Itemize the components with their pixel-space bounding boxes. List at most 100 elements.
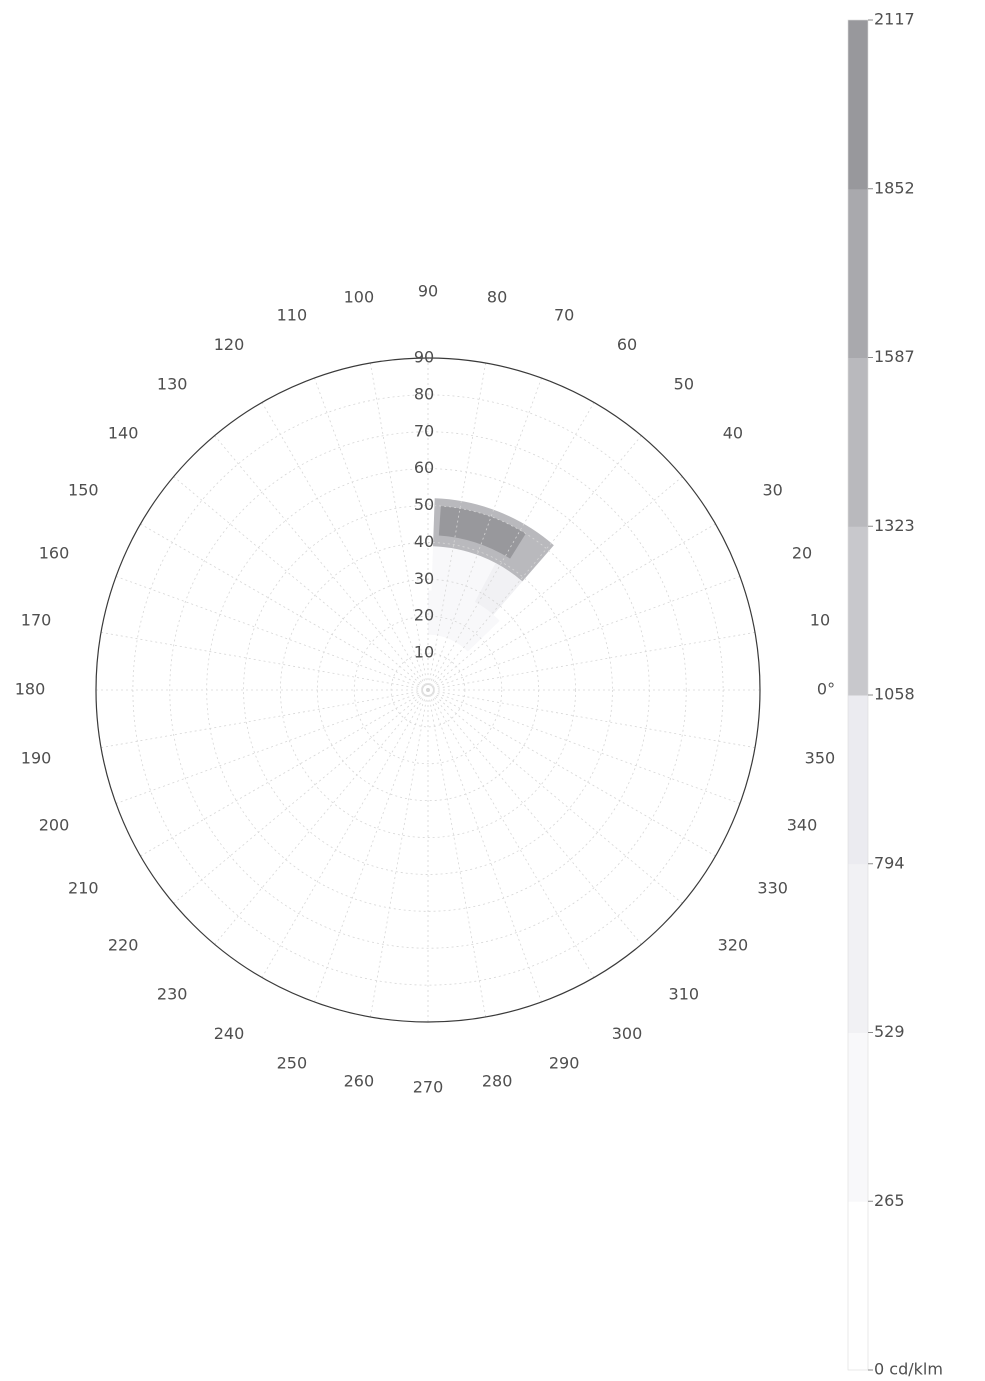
- angle-tick-label: 160: [39, 543, 70, 562]
- angle-tick-label: 70: [554, 306, 574, 325]
- angle-tick-label: 230: [157, 984, 188, 1003]
- angular-gridline: [100, 689, 429, 749]
- angle-tick-label: 340: [787, 816, 818, 835]
- angular-gridline: [427, 435, 642, 691]
- angular-gridline: [427, 377, 542, 691]
- angular-gridline: [369, 362, 429, 691]
- colorbar-tick-label: 1852: [874, 178, 915, 197]
- angular-gridline: [427, 362, 487, 691]
- angle-tick-label: 280: [482, 1071, 513, 1090]
- angle-tick-label: 20: [792, 543, 812, 562]
- radial-gridline: [280, 542, 576, 838]
- angular-gridline: [427, 523, 716, 691]
- angle-tick-label: 40: [723, 424, 743, 443]
- angular-gridline: [427, 476, 683, 691]
- angular-gridline: [261, 689, 429, 978]
- angle-tick-label: 260: [344, 1071, 375, 1090]
- polar-grid: [95, 357, 761, 1023]
- angle-tick-label: 170: [21, 610, 52, 629]
- angle-tick-label: 30: [762, 481, 782, 500]
- colorbar-tick-label: 2117: [874, 10, 915, 29]
- angular-gridline: [427, 689, 741, 804]
- angle-tick-label: 130: [157, 375, 188, 394]
- angular-gridline: [427, 689, 642, 945]
- angle-tick-label: 310: [669, 984, 700, 1003]
- angle-tick-label: 190: [21, 749, 52, 768]
- radial-tick-label: 40: [414, 532, 434, 551]
- angular-gridline: [173, 476, 429, 691]
- angular-gridline: [427, 689, 487, 1018]
- radial-gridline: [169, 431, 687, 949]
- angle-tick-label: 100: [344, 288, 375, 307]
- radial-gridline: [243, 505, 613, 875]
- angle-tick-label: 10: [810, 610, 830, 629]
- angular-gridline: [427, 576, 741, 691]
- angle-tick-label: 320: [718, 935, 749, 954]
- angular-gridline: [427, 689, 542, 1003]
- angular-gridline: [214, 689, 429, 945]
- angle-tick-label: 110: [277, 306, 308, 325]
- colorbar-segment: [848, 1032, 868, 1202]
- angular-gridline: [314, 689, 429, 1003]
- angular-gridline: [100, 631, 429, 691]
- angular-gridline: [427, 402, 595, 691]
- colorbar-tick-label: 1323: [874, 516, 915, 535]
- angle-tick-label: 220: [108, 935, 139, 954]
- radial-tick-label: 50: [414, 495, 434, 514]
- angular-gridline: [173, 689, 429, 904]
- angular-gridline: [261, 402, 429, 691]
- radial-tick-label: 90: [414, 348, 434, 367]
- angle-tick-label: 350: [805, 749, 836, 768]
- colorbar-tick-label: 0 cd/klm: [874, 1360, 943, 1379]
- colorbar-segment: [848, 863, 868, 1033]
- angle-tick-label: 140: [108, 424, 139, 443]
- angle-tick-label: 90: [418, 282, 438, 301]
- colorbar-segment: [848, 526, 868, 696]
- radial-tick-label: 80: [414, 384, 434, 403]
- angular-gridline: [427, 689, 716, 857]
- angle-tick-label: 290: [549, 1053, 580, 1072]
- angle-tick-label: 180: [15, 680, 46, 699]
- radial-tick-label: 10: [414, 643, 434, 662]
- angular-gridline: [427, 689, 756, 749]
- colorbar-tick-label: 794: [874, 853, 905, 872]
- angular-gridline: [427, 689, 595, 978]
- radial-tick-label: 20: [414, 606, 434, 625]
- colorbar: 0 cd/klm 265 529 794 1058 1323 1587 1852 2117: [847, 10, 943, 1379]
- colorbar-segment: [848, 20, 868, 190]
- angle-tick-label: 200: [39, 816, 70, 835]
- radial-gridline: [353, 615, 503, 765]
- angle-tick-label: 250: [277, 1053, 308, 1072]
- angle-tick-label: 0°: [817, 680, 835, 699]
- angle-tick-label: 330: [757, 879, 788, 898]
- angle-tick-label: 120: [214, 335, 245, 354]
- colorbar-tick-label: 1058: [874, 685, 915, 704]
- angular-gridline: [140, 689, 429, 857]
- colorbar-segment: [848, 357, 868, 527]
- colorbar-tick-label: 1587: [874, 347, 915, 366]
- angular-gridline: [314, 377, 429, 691]
- radial-tick-labels: 10 20 30 40 50 60 70 80 90: [414, 348, 434, 662]
- angle-tick-label: 240: [214, 1024, 245, 1043]
- angle-tick-label: 80: [487, 288, 507, 307]
- angular-gridline: [427, 631, 756, 691]
- angular-gridline: [369, 689, 429, 1018]
- angle-tick-label: 150: [68, 481, 99, 500]
- heatmap-cell: [438, 506, 526, 559]
- angular-gridline: [115, 689, 429, 804]
- angular-gridline: [427, 689, 683, 904]
- colorbar-tick-label: 265: [874, 1191, 905, 1210]
- heatmap-cell: [428, 590, 500, 652]
- colorbar-segment: [848, 1201, 868, 1371]
- angular-gridline: [140, 523, 429, 691]
- angular-gridline: [214, 435, 429, 691]
- angle-tick-label: 270: [413, 1078, 444, 1097]
- angle-tick-label: 300: [612, 1024, 643, 1043]
- intensity-heatmap: [398, 498, 554, 720]
- angle-tick-label: 60: [617, 335, 637, 354]
- angular-gridline: [115, 576, 429, 691]
- radial-tick-label: 30: [414, 569, 434, 588]
- colorbar-segment: [848, 188, 868, 358]
- outer-ring: [95, 357, 761, 1023]
